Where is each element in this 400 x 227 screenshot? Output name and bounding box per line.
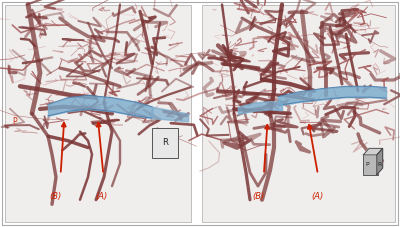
Text: (A): (A) [312,192,324,201]
Text: R: R [378,162,382,167]
FancyBboxPatch shape [152,128,178,158]
Text: P: P [365,162,369,167]
Text: R: R [162,138,168,147]
Polygon shape [377,148,383,175]
FancyBboxPatch shape [362,154,378,175]
Bar [202,5,395,222]
Bar [5,5,191,222]
Text: (B): (B) [49,192,61,201]
Text: (B): (B) [252,192,264,201]
Text: P: P [12,117,17,126]
Polygon shape [363,148,383,155]
Text: (A): (A) [95,192,108,201]
